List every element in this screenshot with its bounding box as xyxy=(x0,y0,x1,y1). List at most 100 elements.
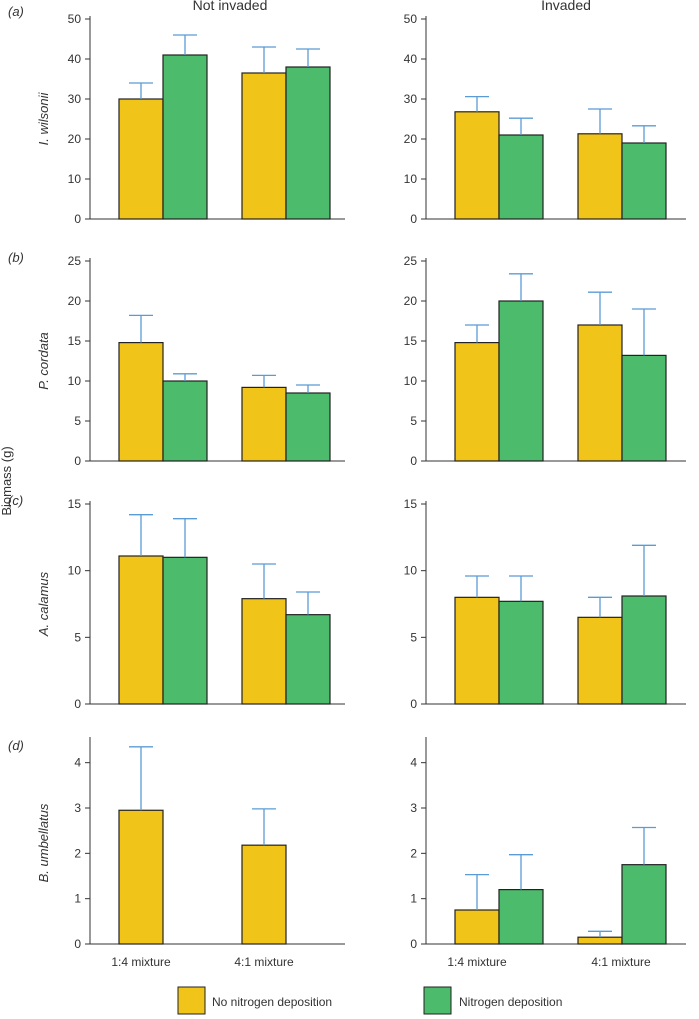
bar xyxy=(118,98,164,220)
bar xyxy=(498,134,544,220)
species-label-b-umbellatus: B. umbellatus xyxy=(36,803,51,882)
y-tick-label: 10 xyxy=(404,564,418,578)
y-tick-label: 5 xyxy=(410,630,417,644)
bar xyxy=(498,300,544,462)
bar-panel-4: 0 5 10 15 20 25 xyxy=(404,254,686,468)
y-tick-label: 25 xyxy=(68,254,82,268)
y-axis-label: Biomass (g) xyxy=(0,446,14,515)
y-tick-label: 15 xyxy=(68,497,82,511)
y-tick-label: 0 xyxy=(410,212,417,226)
bar xyxy=(454,111,500,220)
x-tick-label-4-1-left: 4:1 mixture xyxy=(234,955,294,969)
y-tick-label: 20 xyxy=(404,294,418,308)
bar xyxy=(162,556,208,705)
y-tick-label: 0 xyxy=(74,212,81,226)
y-tick-label: 25 xyxy=(404,254,418,268)
bar xyxy=(454,909,500,945)
legend-label-no-nitrogen: No nitrogen deposition xyxy=(212,995,332,1009)
bar xyxy=(285,614,331,705)
bar xyxy=(621,595,667,705)
bar xyxy=(162,54,208,220)
y-tick-label: 50 xyxy=(68,12,82,26)
y-tick-label: 3 xyxy=(410,801,417,815)
y-tick-label: 40 xyxy=(68,52,82,66)
y-tick-label: 10 xyxy=(68,374,82,388)
bar xyxy=(285,66,331,220)
column-title-invaded: Invaded xyxy=(541,0,591,13)
y-tick-label: 5 xyxy=(410,414,417,428)
bar xyxy=(577,936,623,945)
y-tick-label: 15 xyxy=(404,497,418,511)
x-tick-label-1-4-left: 1:4 mixture xyxy=(111,955,171,969)
y-tick-label: 3 xyxy=(74,801,81,815)
bar-panel-2: 0 10 20 30 40 50 xyxy=(404,12,686,226)
y-tick-label: 0 xyxy=(74,697,81,711)
bar xyxy=(577,616,623,705)
y-tick-label: 10 xyxy=(68,172,82,186)
y-tick-label: 20 xyxy=(404,132,418,146)
bar xyxy=(118,809,164,945)
bar-panel-7: 0 1 2 3 4 xyxy=(74,737,345,951)
y-tick-label: 0 xyxy=(410,937,417,951)
y-tick-label: 0 xyxy=(74,937,81,951)
bar-panel-3: 0 5 10 15 20 25 xyxy=(68,254,345,468)
legend-swatch-no-nitrogen xyxy=(177,986,206,1015)
y-tick-label: 4 xyxy=(410,756,417,770)
legend: No nitrogen deposition Nitrogen depositi… xyxy=(177,986,562,1015)
bar xyxy=(118,342,164,462)
y-tick-label: 10 xyxy=(404,172,418,186)
bar-panel-8: 0 1 2 3 4 xyxy=(410,737,686,951)
species-label-p-cordata: P. cordata xyxy=(36,332,51,390)
bar xyxy=(241,598,287,705)
y-tick-label: 30 xyxy=(68,92,82,106)
panel-letter-c: (c) xyxy=(8,493,23,508)
y-tick-label: 2 xyxy=(410,846,417,860)
x-tick-label-4-1-right: 4:1 mixture xyxy=(591,955,651,969)
bar xyxy=(577,133,623,220)
y-tick-label: 40 xyxy=(404,52,418,66)
bar xyxy=(454,596,500,705)
x-tick-label-1-4-right: 1:4 mixture xyxy=(447,955,507,969)
species-label-i-wilsonii: I. wilsonii xyxy=(36,92,51,146)
column-title-not-invaded: Not invaded xyxy=(193,0,268,13)
y-tick-label: 4 xyxy=(74,756,81,770)
y-tick-label: 2 xyxy=(74,846,81,860)
panel-letter-d: (d) xyxy=(8,738,24,753)
bar xyxy=(577,324,623,462)
bar xyxy=(241,844,287,945)
y-tick-label: 10 xyxy=(68,564,82,578)
species-label-a-calamus: A. calamus xyxy=(36,571,51,637)
y-tick-label: 50 xyxy=(404,12,418,26)
y-tick-label: 30 xyxy=(404,92,418,106)
y-tick-label: 1 xyxy=(410,892,417,906)
bar xyxy=(498,888,544,945)
bar xyxy=(162,380,208,462)
y-tick-label: 15 xyxy=(68,334,82,348)
y-tick-label: 20 xyxy=(68,132,82,146)
bar xyxy=(621,864,667,945)
bar-panel-6: 0 5 10 15 xyxy=(404,497,686,711)
bar-panels: 0102030405001020304050051015202505101520… xyxy=(68,12,686,951)
y-tick-label: 0 xyxy=(74,454,81,468)
legend-swatch-nitrogen xyxy=(423,986,452,1015)
bar xyxy=(285,392,331,462)
panel-letter-a: (a) xyxy=(8,4,24,19)
legend-label-nitrogen: Nitrogen deposition xyxy=(459,995,562,1009)
bar xyxy=(498,600,544,705)
bar xyxy=(454,342,500,462)
bar-panel-1: 0 10 20 30 40 50 xyxy=(68,12,345,226)
bar xyxy=(241,386,287,462)
bar-panel-5: 0 5 10 15 xyxy=(68,497,345,711)
y-tick-label: 5 xyxy=(74,414,81,428)
bar xyxy=(241,72,287,220)
bar xyxy=(621,354,667,462)
y-tick-label: 1 xyxy=(74,892,81,906)
bar xyxy=(621,142,667,220)
y-tick-label: 10 xyxy=(404,374,418,388)
y-tick-label: 5 xyxy=(74,630,81,644)
panel-letter-b: (b) xyxy=(8,250,24,265)
y-tick-label: 0 xyxy=(410,454,417,468)
y-tick-label: 20 xyxy=(68,294,82,308)
y-tick-label: 0 xyxy=(410,697,417,711)
